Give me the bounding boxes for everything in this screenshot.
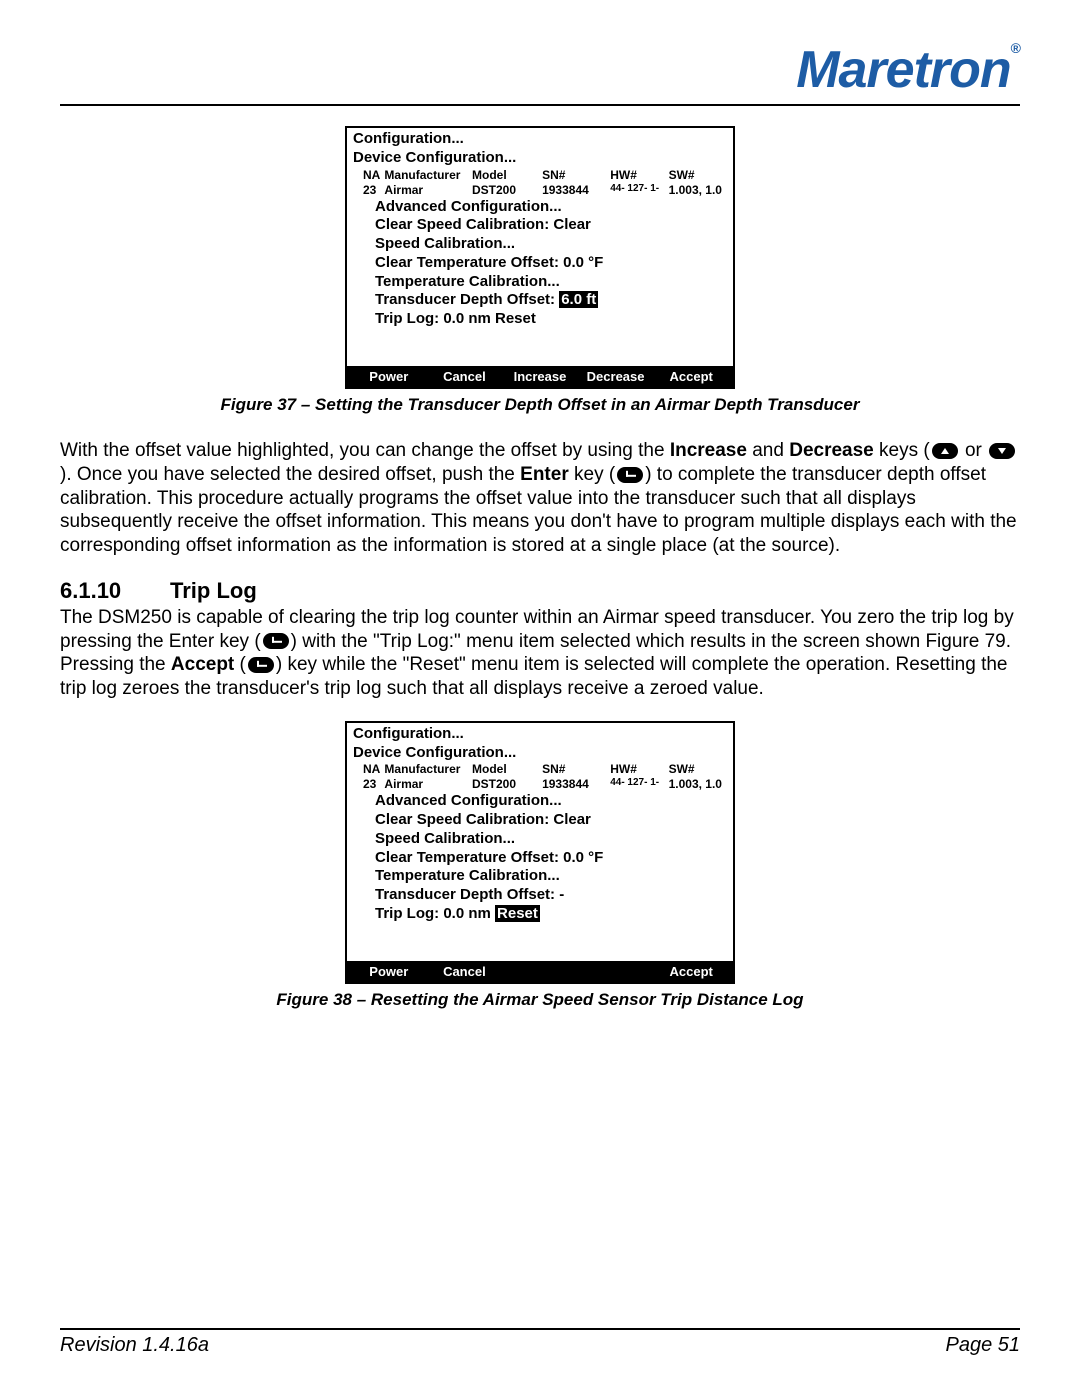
depth-offset-highlight[interactable]: 6.0 ft bbox=[559, 291, 598, 308]
temp-cal: Temperature Calibration... bbox=[353, 867, 727, 886]
reset-highlight[interactable]: Reset bbox=[495, 905, 540, 922]
trip-log: Trip Log: 0.0 nm Reset bbox=[353, 905, 727, 924]
speed-cal: Speed Calibration... bbox=[353, 830, 727, 849]
clear-temp-offset: Clear Temperature Offset: 0.0 °F bbox=[353, 254, 727, 273]
cancel-button[interactable]: Cancel bbox=[427, 964, 503, 979]
cfg-line: Configuration... bbox=[353, 725, 727, 744]
device-header-row: NA Manufacturer Model SN# HW# SW# bbox=[353, 168, 727, 183]
adv-cfg: Advanced Configuration... bbox=[353, 792, 727, 811]
cancel-button[interactable]: Cancel bbox=[427, 369, 503, 384]
enter-key-icon bbox=[248, 657, 274, 673]
power-button[interactable]: Power bbox=[351, 964, 427, 979]
speed-cal: Speed Calibration... bbox=[353, 235, 727, 254]
temp-cal: Temperature Calibration... bbox=[353, 273, 727, 292]
blank-button bbox=[578, 964, 654, 979]
enter-key-icon bbox=[263, 633, 289, 649]
screen-footer: Power Cancel Increase Decrease Accept bbox=[347, 366, 733, 387]
figure-37-caption: Figure 37 – Setting the Transducer Depth… bbox=[60, 395, 1020, 415]
clear-speed-cal: Clear Speed Calibration: Clear bbox=[353, 216, 727, 235]
paragraph-1: With the offset value highlighted, you c… bbox=[60, 439, 1020, 558]
transducer-depth-offset: Transducer Depth Offset: 6.0 ft bbox=[353, 291, 727, 310]
page: Maretron® Configuration... Device Config… bbox=[0, 0, 1080, 1397]
accept-button[interactable]: Accept bbox=[653, 369, 729, 384]
power-button[interactable]: Power bbox=[351, 369, 427, 384]
figure-38-caption: Figure 38 – Resetting the Airmar Speed S… bbox=[60, 990, 1020, 1010]
screen-footer: Power Cancel Accept bbox=[347, 961, 733, 982]
clear-speed-cal: Clear Speed Calibration: Clear bbox=[353, 811, 727, 830]
page-number: Page 51 bbox=[945, 1334, 1020, 1357]
dev-cfg-line: Device Configuration... bbox=[353, 744, 727, 763]
decrease-button[interactable]: Decrease bbox=[578, 369, 654, 384]
revision-text: Revision 1.4.16a bbox=[60, 1334, 209, 1357]
screen-body: Configuration... Device Configuration...… bbox=[347, 128, 733, 366]
device-header-row: NA Manufacturer Model SN# HW# SW# bbox=[353, 762, 727, 777]
accept-button[interactable]: Accept bbox=[653, 964, 729, 979]
brand-logo: Maretron® bbox=[796, 41, 1020, 99]
device-data-row: 23 Airmar DST200 1933844 44- 127- 1- 1.0… bbox=[353, 183, 727, 198]
clear-temp-offset: Clear Temperature Offset: 0.0 °F bbox=[353, 849, 727, 868]
dev-cfg-line: Device Configuration... bbox=[353, 149, 727, 168]
device-data-row: 23 Airmar DST200 1933844 44- 127- 1- 1.0… bbox=[353, 777, 727, 792]
trip-log: Trip Log: 0.0 nm Reset bbox=[353, 310, 727, 329]
figure-37-screen: Configuration... Device Configuration...… bbox=[345, 126, 735, 389]
cfg-line: Configuration... bbox=[353, 130, 727, 149]
screen-body: Configuration... Device Configuration...… bbox=[347, 723, 733, 961]
figure-38-screen: Configuration... Device Configuration...… bbox=[345, 721, 735, 984]
adv-cfg: Advanced Configuration... bbox=[353, 198, 727, 217]
page-footer: Revision 1.4.16a Page 51 bbox=[60, 1328, 1020, 1357]
paragraph-2: The DSM250 is capable of clearing the tr… bbox=[60, 606, 1020, 701]
enter-key-icon bbox=[617, 467, 643, 483]
transducer-depth-offset: Transducer Depth Offset: - bbox=[353, 886, 727, 905]
up-key-icon bbox=[932, 443, 958, 459]
page-header: Maretron® bbox=[60, 40, 1020, 106]
down-key-icon bbox=[989, 443, 1015, 459]
increase-button[interactable]: Increase bbox=[502, 369, 578, 384]
section-heading: 6.1.10Trip Log bbox=[60, 578, 1020, 604]
blank-button bbox=[502, 964, 578, 979]
